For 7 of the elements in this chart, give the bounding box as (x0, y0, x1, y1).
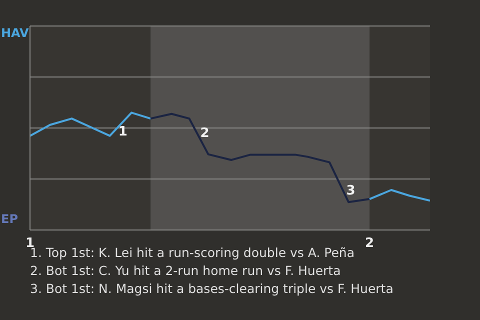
annotation: 1 (118, 124, 128, 140)
text: 2. Bot 1st: C. Yu hit a 2-run home run vs F. Huerta (30, 262, 342, 280)
text: 3. Bot 1st: N. Magsi hit a bases-clearing triple vs F. Huerta (30, 280, 394, 298)
annotation: 2 (200, 126, 210, 142)
text: HAV (1, 26, 29, 40)
text: EP (1, 212, 18, 226)
annotation: 3 (346, 184, 356, 199)
